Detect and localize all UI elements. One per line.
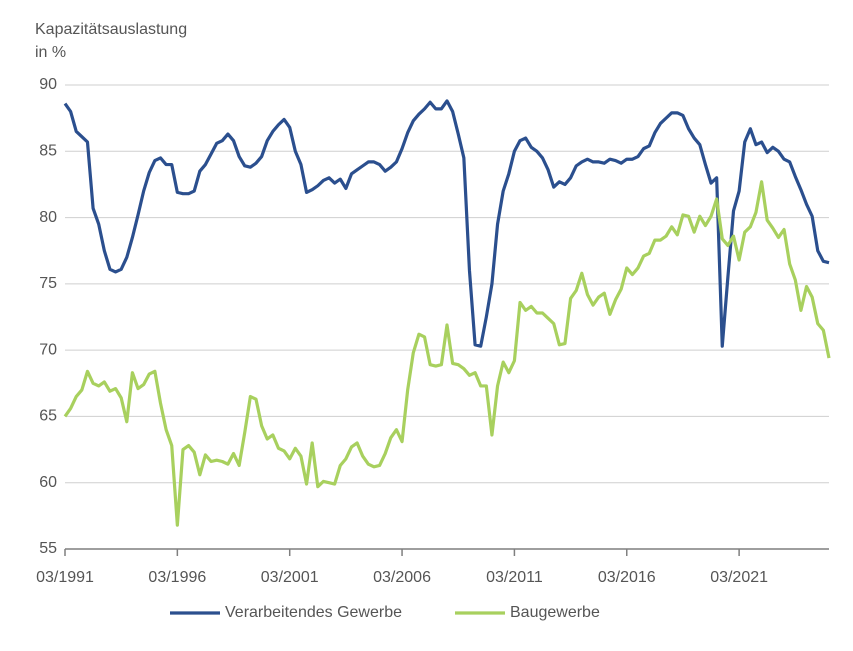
x-tick-label: 03/2001 [261,569,319,586]
y-tick-label: 60 [39,474,57,491]
legend-label: Verarbeitendes Gewerbe [225,604,402,621]
y-axis-title: Kapazitätsauslastung [35,21,187,38]
x-tick-label: 03/1991 [36,569,94,586]
series-line [63,99,830,348]
x-tick-label: 03/2021 [710,569,768,586]
y-tick-label: 90 [39,76,57,93]
legend-label: Baugewerbe [510,604,600,621]
y-tick-label: 65 [39,408,57,425]
y-axis-title: in % [35,44,66,61]
x-tick-label: 03/2016 [598,569,656,586]
y-tick-label: 85 [39,143,57,160]
series-line [63,180,831,527]
x-tick-label: 03/2011 [486,569,543,586]
y-tick-label: 55 [39,540,57,557]
y-tick-label: 80 [39,209,57,226]
x-tick-label: 03/1996 [148,569,206,586]
y-tick-label: 70 [39,341,57,358]
y-tick-label: 75 [39,275,57,292]
x-tick-label: 03/2006 [373,569,431,586]
